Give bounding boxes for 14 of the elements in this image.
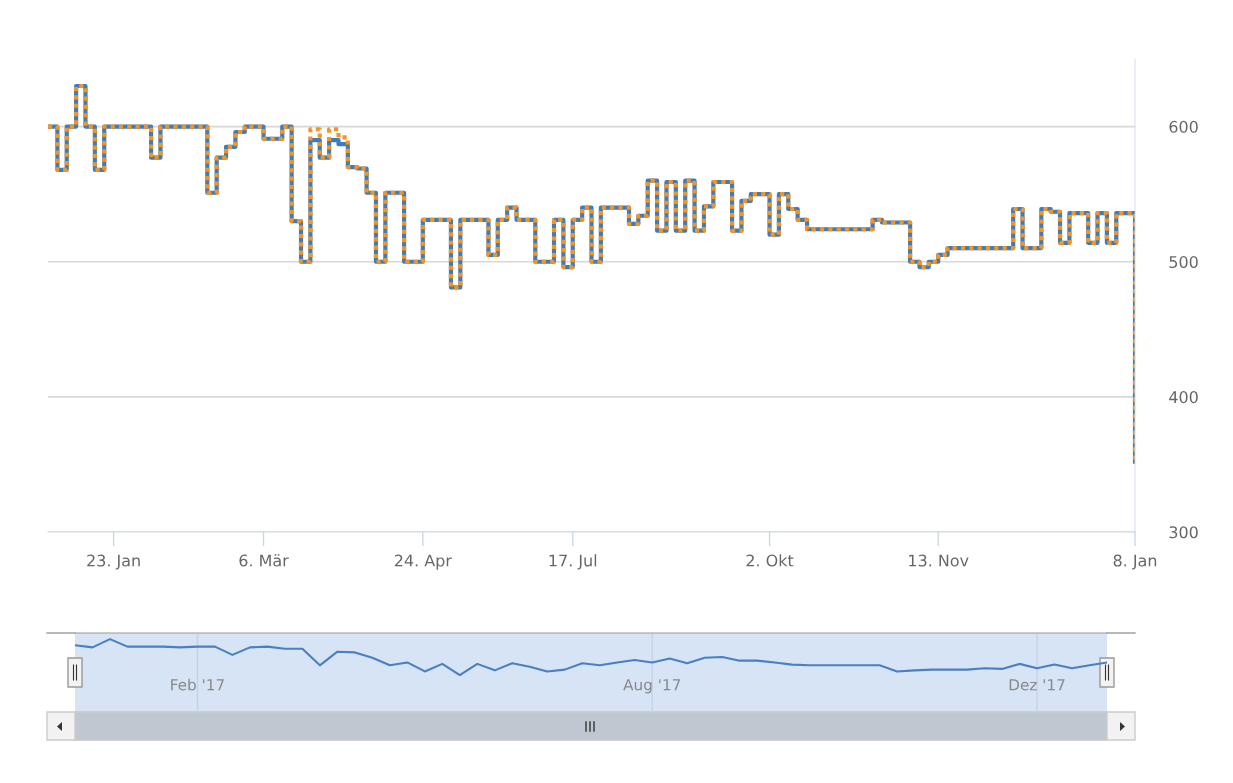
x-tick-label: 17. Jul bbox=[549, 554, 597, 570]
x-tick-label: Dez '17 bbox=[1009, 679, 1065, 691]
x-tick-label: 8. Jan bbox=[1113, 554, 1157, 570]
x-tick-label: Feb '17 bbox=[171, 678, 224, 691]
x-tick-label: 6. Mär bbox=[239, 554, 289, 567]
y-tick-label: 500 bbox=[1169, 255, 1198, 269]
y-tick-label: 300 bbox=[1169, 526, 1198, 539]
x-tick-label: 13. Nov bbox=[909, 554, 969, 567]
x-tick-label: Aug '17 bbox=[623, 679, 681, 694]
x-tick-label: 24. Apr bbox=[394, 554, 452, 570]
y-tick-label: 400 bbox=[1169, 391, 1198, 404]
x-tick-label: 23. Jan bbox=[87, 554, 140, 570]
x-tick-label: 2. Okt bbox=[746, 554, 794, 567]
y-tick-label: 600 bbox=[1169, 120, 1198, 133]
